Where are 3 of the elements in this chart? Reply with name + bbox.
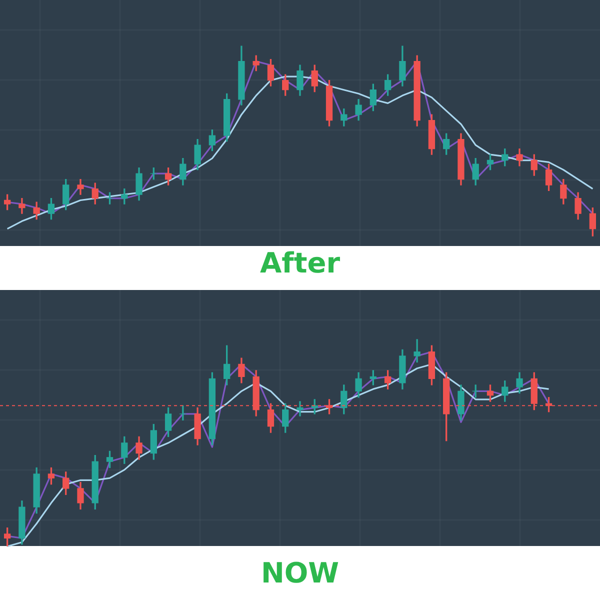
candlestick <box>180 405 186 420</box>
text: NOW <box>260 556 340 590</box>
text: After <box>260 246 340 280</box>
